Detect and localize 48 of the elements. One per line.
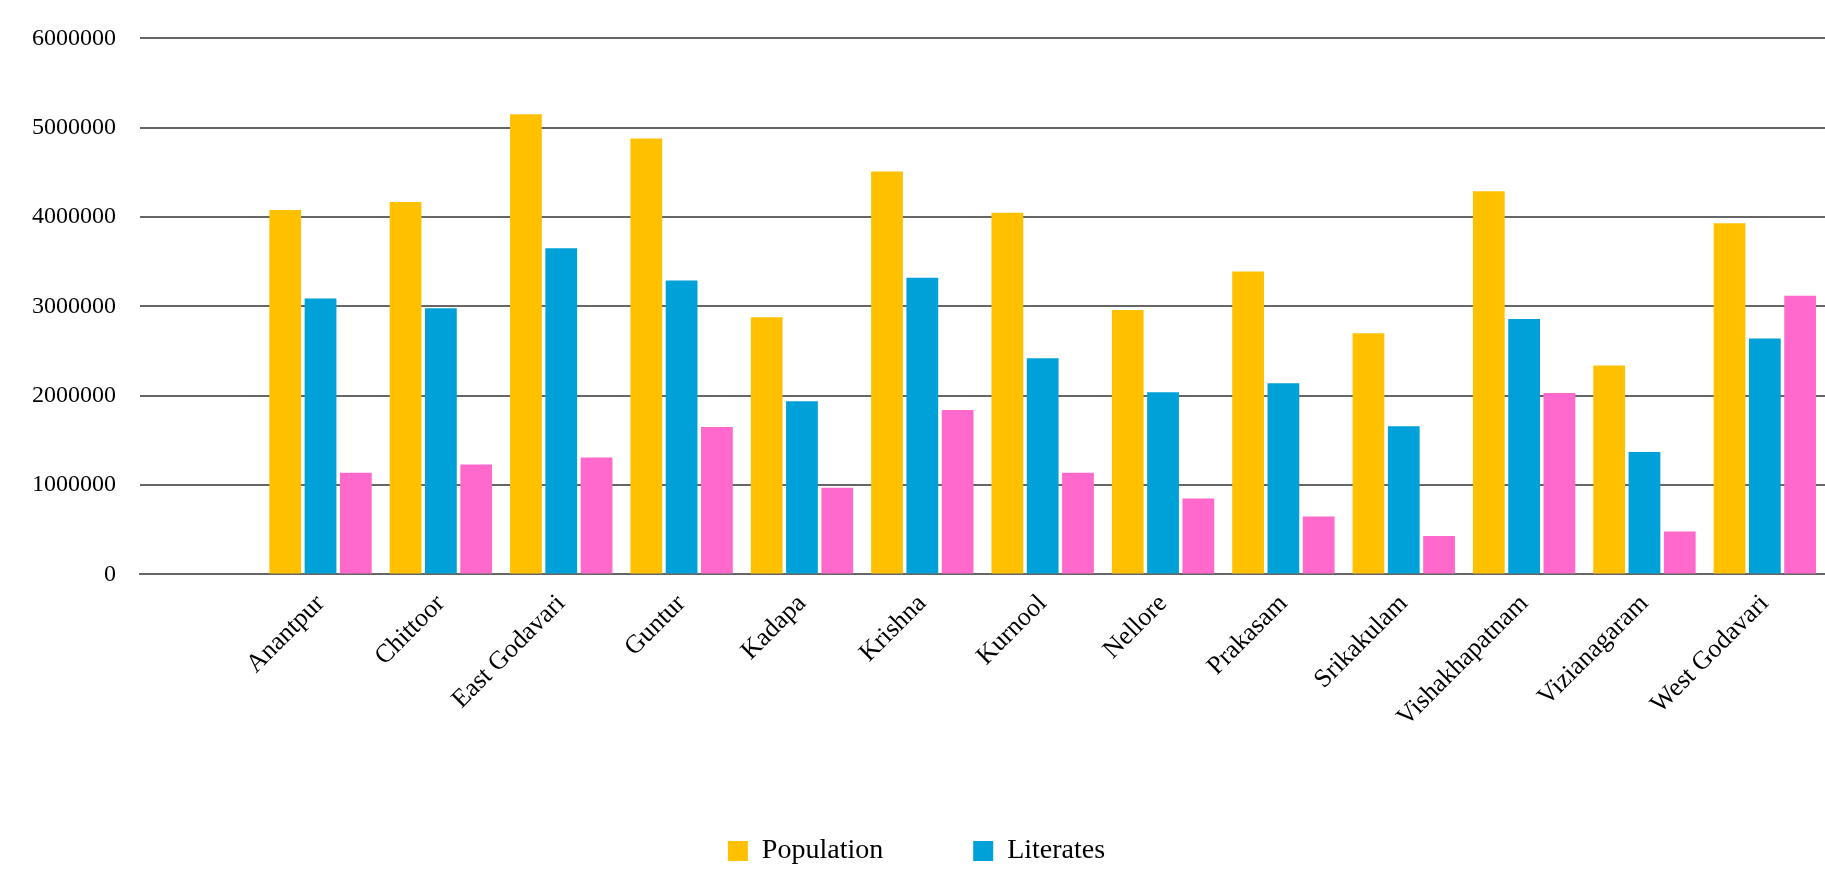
bar <box>580 457 613 574</box>
y-tick-label: 3000000 <box>32 291 116 318</box>
bar <box>630 138 663 574</box>
bar <box>425 308 457 574</box>
bar <box>1147 392 1179 574</box>
bar <box>1267 383 1300 574</box>
bar <box>821 487 854 574</box>
bar <box>1232 271 1264 574</box>
bar <box>1628 452 1661 574</box>
bar <box>1748 338 1781 574</box>
bar <box>460 464 493 574</box>
y-tick-label: 1000000 <box>32 470 116 497</box>
y-tick-label: 4000000 <box>32 202 116 229</box>
bar <box>1111 310 1144 574</box>
bar <box>1352 333 1385 574</box>
y-tick-label: 6000000 <box>32 23 116 50</box>
legend-label: Population <box>761 833 884 865</box>
bar <box>1593 365 1626 574</box>
bar <box>545 248 578 574</box>
bar <box>941 410 974 574</box>
bar <box>991 212 1024 574</box>
legend-label: Literates <box>1007 833 1106 865</box>
bar <box>269 209 302 574</box>
y-tick-label: 0 <box>104 559 116 586</box>
bar <box>1472 191 1505 574</box>
y-tick-label: 5000000 <box>32 113 116 140</box>
bar <box>701 427 733 574</box>
bar <box>1713 223 1746 574</box>
bar <box>510 114 542 574</box>
bar <box>304 298 337 574</box>
bar <box>665 280 698 574</box>
bar <box>1784 295 1817 574</box>
bar <box>339 472 372 574</box>
bar <box>906 277 939 574</box>
bar <box>1543 393 1576 574</box>
bar <box>1508 318 1540 574</box>
bar <box>1062 472 1094 574</box>
bar <box>1182 498 1215 574</box>
y-tick-label: 2000000 <box>32 381 116 408</box>
bar <box>871 171 903 574</box>
bar <box>1026 358 1059 574</box>
bar <box>1423 536 1455 574</box>
bar <box>1663 531 1696 574</box>
bar <box>750 317 783 574</box>
bar <box>1387 426 1420 574</box>
bar <box>389 201 422 574</box>
bar <box>786 401 818 574</box>
bar <box>1302 516 1335 574</box>
